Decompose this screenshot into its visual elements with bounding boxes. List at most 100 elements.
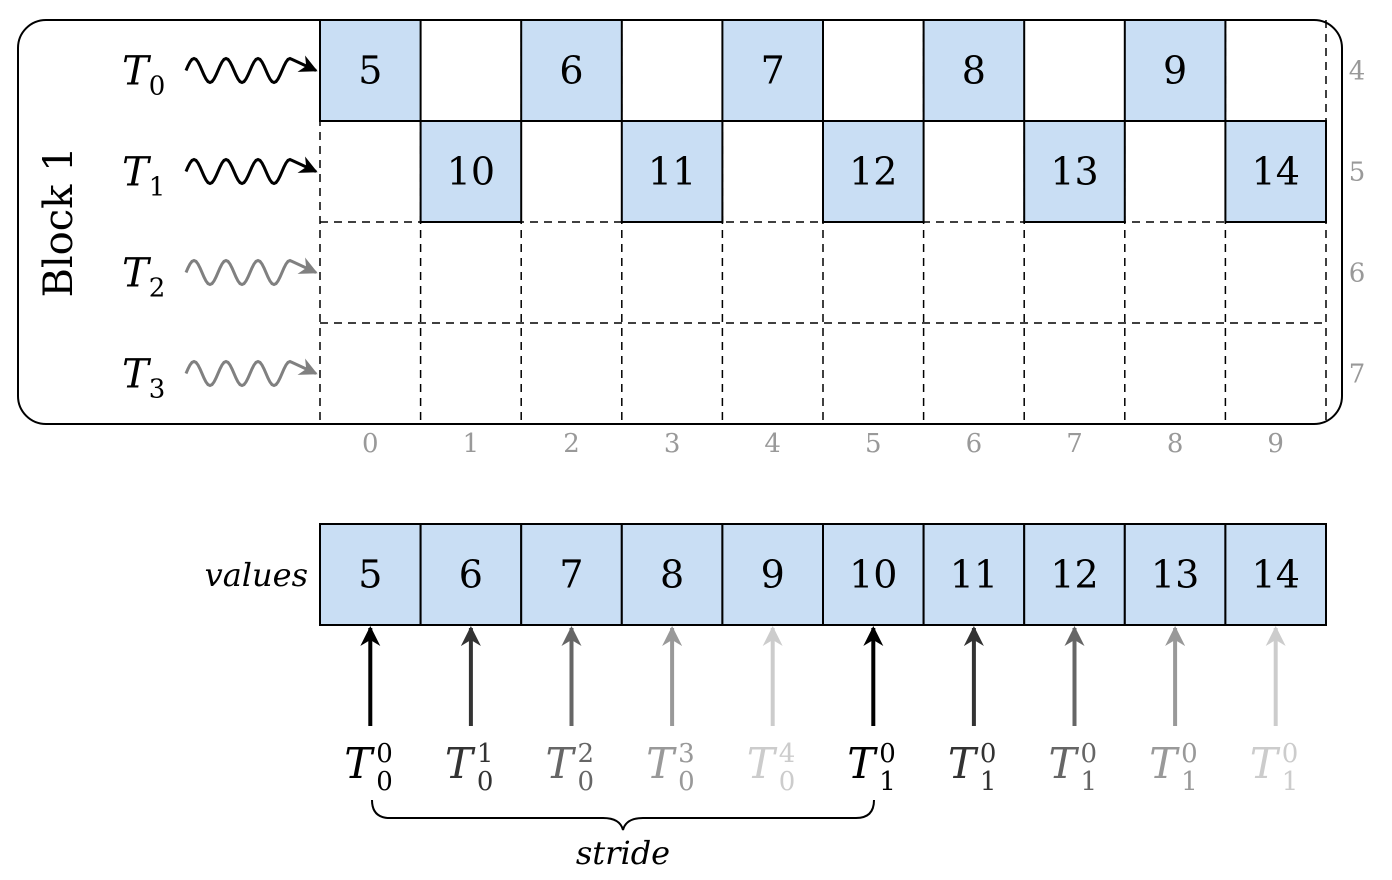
access-label-base: T <box>1250 739 1281 788</box>
values-cell-value: 14 <box>1252 553 1300 597</box>
column-index: 1 <box>463 429 480 459</box>
access-label-sup: 4 <box>779 739 796 769</box>
values-cell-value: 5 <box>358 553 382 597</box>
grid-cell-value: 9 <box>1163 49 1187 93</box>
grid-cell <box>822 120 925 223</box>
grid-cell-value: 8 <box>962 49 986 93</box>
values-cell <box>822 523 925 626</box>
access-label: T <box>546 739 577 788</box>
values-cell <box>1123 523 1227 626</box>
access-label: T <box>948 739 979 788</box>
column-index: 2 <box>563 429 580 459</box>
access-label-sub: 1 <box>1081 767 1098 797</box>
access-label-base: T <box>948 739 979 788</box>
values-label: values <box>205 556 308 594</box>
grid-cell-value: 5 <box>358 49 382 93</box>
thread-name: T <box>122 49 152 95</box>
access-label-sub: 1 <box>1282 767 1299 797</box>
access-label-base: T <box>1049 739 1080 788</box>
stride-label: stride <box>576 834 670 872</box>
row-index: 7 <box>1349 360 1366 390</box>
access-label-base: T <box>847 739 878 788</box>
thread-subscript: 3 <box>149 375 166 405</box>
thread-wave-arrow <box>184 156 318 186</box>
access-label-sub: 0 <box>678 767 695 797</box>
thread-label: T3 <box>122 352 165 405</box>
stride-brace <box>371 799 875 831</box>
grid-cell-value: 7 <box>761 49 785 93</box>
column-index: 0 <box>362 429 379 459</box>
thread-wave-arrow <box>184 55 318 85</box>
grid-cell-value: 13 <box>1050 150 1098 194</box>
grid-cell <box>620 120 724 223</box>
thread-label: T2 <box>122 251 165 304</box>
grid-cell-value: 14 <box>1252 150 1300 194</box>
values-cell-value: 12 <box>1050 553 1098 597</box>
grid-cell <box>1123 19 1227 122</box>
row-index: 5 <box>1349 158 1366 188</box>
grid-cell <box>319 19 422 122</box>
values-cell <box>922 523 1026 626</box>
access-label: T <box>445 739 476 788</box>
thread-subscript: 0 <box>149 72 166 102</box>
access-label: T <box>646 739 677 788</box>
values-cell-value: 11 <box>950 553 998 597</box>
column-index: 9 <box>1267 429 1284 459</box>
values-cell <box>620 523 724 626</box>
thread-subscript: 2 <box>149 274 166 304</box>
access-label-sub: 0 <box>477 767 494 797</box>
access-label-base: T <box>344 739 375 788</box>
access-label-sup: 0 <box>1181 739 1198 769</box>
thread-label: T1 <box>122 150 165 203</box>
thread-grid: 5 6 7 8 9 10 11 12 13 14 <box>319 19 1328 223</box>
grid-cell <box>922 19 1026 122</box>
values-cell <box>319 523 422 626</box>
access-label-base: T <box>1149 739 1180 788</box>
thread-label: T0 <box>122 49 165 102</box>
access-arrows <box>360 626 1286 726</box>
column-index: 7 <box>1066 429 1083 459</box>
access-label-sub: 1 <box>980 767 997 797</box>
values-cell-value: 10 <box>849 553 897 597</box>
column-index-labels: 0 1 2 3 4 5 6 7 8 9 <box>362 429 1284 459</box>
grid-cell-value: 11 <box>648 150 696 194</box>
values-cell-value: 13 <box>1151 553 1199 597</box>
access-label-sup: 0 <box>1081 739 1098 769</box>
column-index: 8 <box>1167 429 1184 459</box>
access-label: T <box>1250 739 1281 788</box>
values-cell-value: 6 <box>459 553 483 597</box>
access-label-sub: 0 <box>779 767 796 797</box>
grid-cell <box>520 19 623 122</box>
thread-name: T <box>122 150 152 196</box>
values-array: 5 6 7 8 9 10 11 12 13 14 <box>319 523 1328 626</box>
access-label: T <box>1149 739 1180 788</box>
values-cell-value: 8 <box>660 553 684 597</box>
block-frame <box>17 19 1343 425</box>
access-label-sub: 1 <box>1181 767 1198 797</box>
access-label-base: T <box>747 739 778 788</box>
values-cell-value: 7 <box>559 553 583 597</box>
row-index-labels: 4 5 6 7 <box>1349 57 1366 390</box>
access-label: T <box>847 739 878 788</box>
thread-subscript: 1 <box>149 173 166 203</box>
access-label: T <box>747 739 778 788</box>
column-index: 4 <box>764 429 781 459</box>
grid-cell-value: 12 <box>849 150 897 194</box>
values-cell-value: 9 <box>761 553 785 597</box>
access-label-base: T <box>646 739 677 788</box>
access-label-sub: 0 <box>578 767 595 797</box>
column-index: 5 <box>865 429 882 459</box>
values-cell <box>1023 523 1126 626</box>
access-label-sup: 3 <box>678 739 695 769</box>
access-label-sub: 1 <box>879 767 896 797</box>
block-label: Block 1 <box>36 146 82 297</box>
access-label: T <box>344 739 375 788</box>
access-label: T <box>1049 739 1080 788</box>
values-cell <box>419 523 523 626</box>
grid-cell <box>1224 120 1328 223</box>
access-label-sup: 2 <box>578 739 595 769</box>
values-cell <box>721 523 825 626</box>
access-label-sup: 0 <box>376 739 393 769</box>
